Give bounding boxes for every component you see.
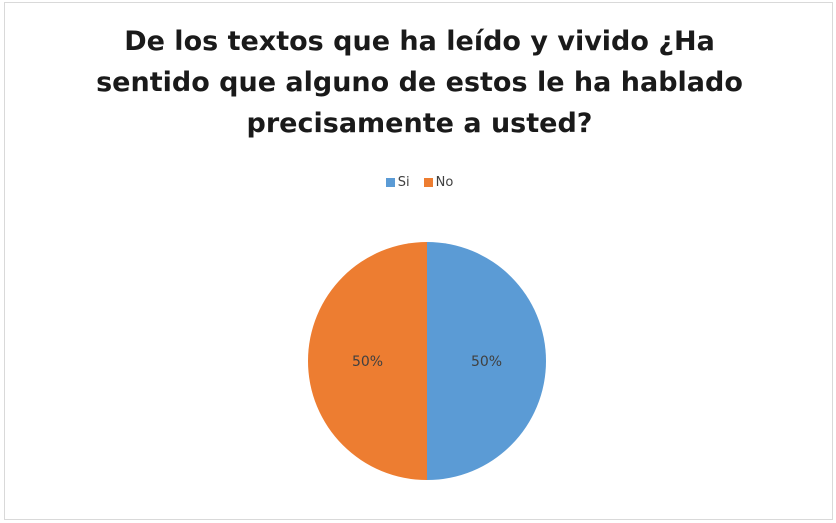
data-label-no: 50% (352, 354, 383, 370)
legend: Si No (5, 175, 834, 190)
legend-item-si: Si (385, 175, 410, 190)
data-label-si: 50% (471, 354, 502, 370)
pie-slice-no (308, 242, 427, 480)
pie-slice-si (427, 242, 546, 480)
legend-swatch-si (385, 178, 395, 187)
legend-item-no: No (423, 175, 454, 190)
chart-title: De los textos que ha leído y vivido ¿Ha … (96, 26, 743, 139)
legend-label-si: Si (397, 175, 410, 190)
chart-area: De los textos que ha leído y vivido ¿Ha … (4, 2, 833, 520)
legend-swatch-no (423, 178, 433, 187)
legend-label-no: No (435, 175, 454, 190)
pie-plot: 50% 50% (308, 242, 546, 480)
